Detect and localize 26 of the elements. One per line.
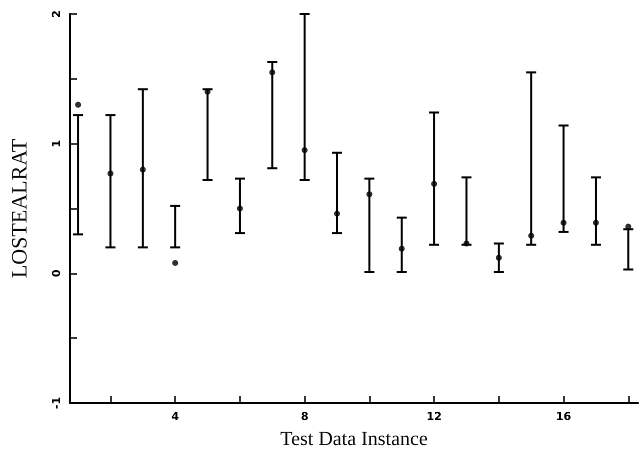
point	[463, 240, 470, 247]
point	[302, 147, 308, 154]
y-tick-label: 2	[50, 10, 63, 18]
point	[366, 191, 372, 198]
x-tick-label: 8	[300, 410, 308, 423]
point	[592, 220, 599, 226]
y-tick-label: 0	[50, 269, 63, 278]
point	[398, 246, 405, 252]
point	[75, 102, 82, 108]
x-tick-label: 16	[556, 410, 572, 423]
point	[334, 210, 340, 217]
point	[236, 206, 243, 212]
point	[560, 220, 567, 226]
point	[496, 254, 502, 261]
point	[107, 170, 114, 176]
x-tick-label: 4	[171, 410, 180, 423]
point	[431, 180, 438, 187]
point	[528, 232, 534, 239]
point	[269, 69, 276, 76]
x-axis-title: Test Data Instance	[280, 428, 428, 450]
point	[140, 166, 146, 173]
y-tick-label: -1	[50, 396, 63, 410]
y-tick-label: 1	[50, 140, 63, 148]
x-tick-label: 12	[426, 410, 442, 423]
y-axis-title: LOSTEALRAT	[6, 138, 32, 278]
point	[172, 260, 178, 266]
